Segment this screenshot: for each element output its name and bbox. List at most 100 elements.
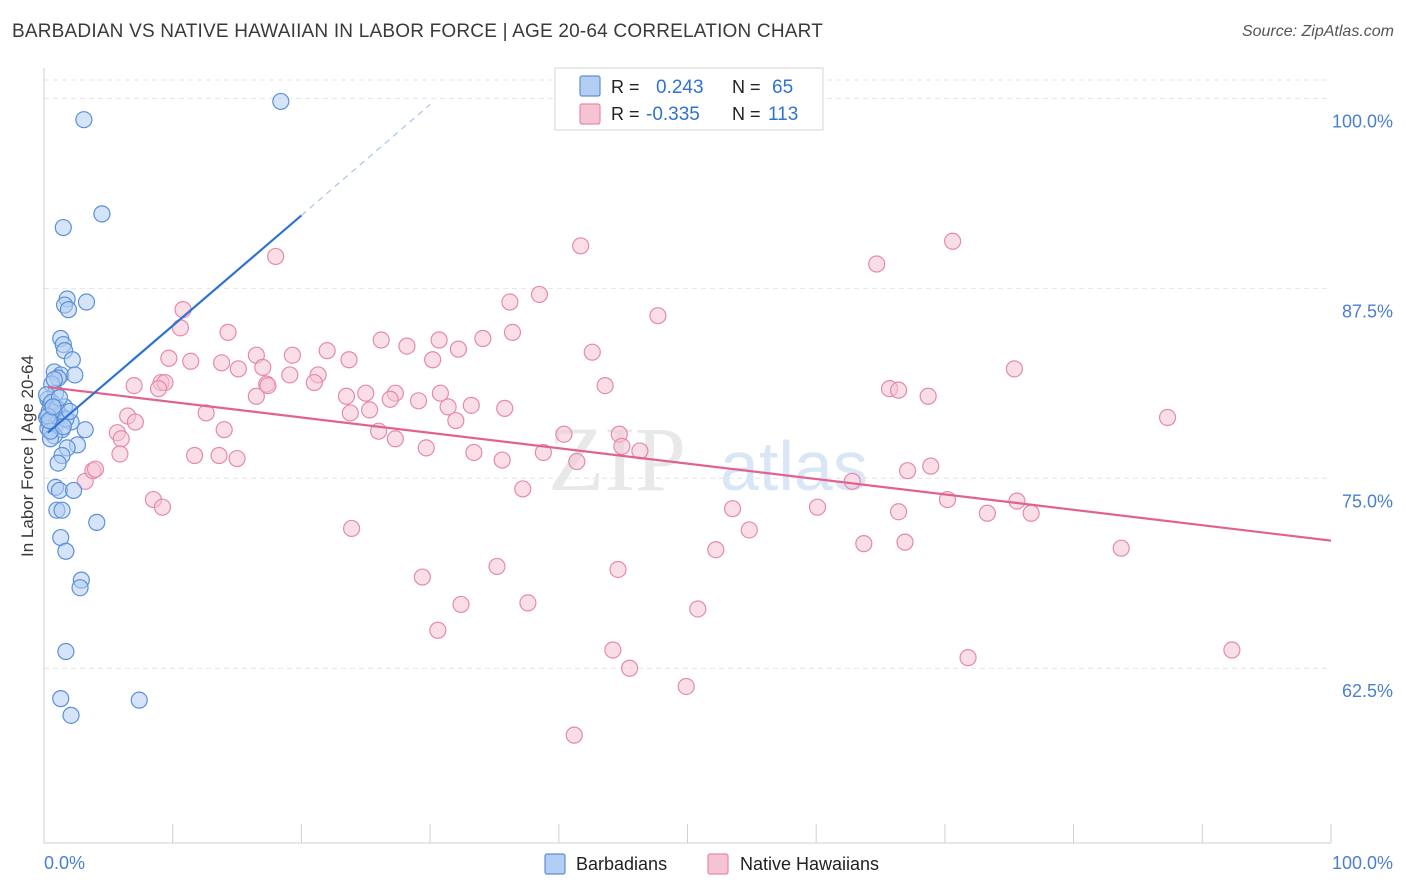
barbadian-point-51 (130, 691, 148, 709)
legend-bottom-swatch-barbadians[interactable] (544, 853, 566, 875)
native-hawaiian-point-53 (496, 399, 514, 417)
series-legend: Barbadians Native Hawaiians (544, 853, 879, 875)
legend-bottom-swatch-native-hawaiians[interactable] (707, 853, 729, 875)
native-hawaiian-point-34 (596, 376, 614, 395)
native-hawaiian-point-32 (1005, 360, 1023, 378)
correlation-legend: R = 0.243 N = 65 R = -0.335 N = 113 (554, 67, 824, 131)
native-hawaiian-point-107 (1223, 641, 1241, 659)
native-hawaiian-point-11 (398, 337, 416, 355)
native-hawaiian-point-5 (501, 293, 519, 311)
legend-bottom-label-barbadians[interactable]: Barbadians (576, 854, 667, 874)
native-hawaiian-point-16 (583, 343, 601, 361)
native-hawaiian-point-14 (503, 323, 522, 342)
legend-n-value-barbadians: 65 (772, 77, 793, 98)
barbadian-point-7 (77, 293, 96, 311)
native-hawaiian-point-106 (959, 649, 977, 667)
native-hawaiian-point-62 (112, 430, 130, 448)
native-hawaiian-point-13 (449, 340, 468, 358)
native-hawaiian-point-78 (86, 460, 105, 478)
watermark: ZIP atlas (548, 408, 868, 510)
native-hawaiian-point-2 (868, 255, 886, 273)
native-hawaiian-point-22 (340, 351, 358, 369)
native-hawaiian-point-50 (361, 401, 379, 419)
native-hawaiian-point-26 (254, 358, 272, 376)
barbadian-point-43 (53, 501, 71, 519)
native-hawaiian-point-79 (843, 472, 861, 490)
native-hawaiian-point-66 (210, 446, 228, 465)
legend-bottom-label-native-hawaiians[interactable]: Native Hawaiians (740, 854, 879, 874)
native-hawaiian-point-82 (514, 480, 532, 498)
x-ticks (43, 824, 1332, 843)
barbadian-point-64 (44, 398, 62, 416)
native-hawaiian-point-95 (896, 533, 914, 551)
native-hawaiian-point-102 (452, 595, 470, 614)
barbadian-point-41 (65, 481, 83, 500)
native-hawaiian-point-37 (337, 387, 356, 405)
native-hawaiian-point-27 (281, 366, 299, 384)
native-hawaiian-point-6 (174, 301, 192, 319)
native-hawaiian-point-1 (572, 237, 590, 255)
y-tick-label-62-5: 62.5% (1342, 681, 1393, 701)
native-hawaiian-point-63 (1158, 408, 1177, 427)
native-hawaiian-point-43 (259, 376, 277, 395)
native-hawaiian-point-89 (889, 503, 908, 521)
native-hawaiian-point-81 (922, 457, 940, 475)
legend-swatch-barbadians (579, 75, 601, 97)
native-hawaiian-point-96 (707, 541, 725, 559)
native-hawaiian-point-45 (889, 381, 908, 399)
native-hawaiian-point-100 (413, 568, 431, 586)
legend-r-value-barbadians: 0.243 (656, 77, 704, 98)
native-hawaiian-point-55 (126, 413, 144, 431)
native-hawaiian-point-9 (219, 323, 237, 342)
native-hawaiian-point-92 (342, 519, 361, 538)
trend-lines (47, 104, 1332, 542)
native-hawaiian-point-4 (530, 285, 549, 304)
native-hawaiian-point-49 (341, 404, 359, 422)
native-hawaiian-point-109 (677, 677, 695, 696)
native-hawaiian-point-91 (1022, 504, 1040, 522)
native-hawaiian-point-80 (898, 462, 917, 480)
native-hawaiian-point-108 (620, 659, 639, 677)
native-hawaiian-point-25 (182, 352, 200, 370)
native-hawaiian-point-64 (111, 445, 129, 463)
barbadian-point-2 (93, 205, 111, 223)
native-hawaiian-point-51 (439, 398, 457, 416)
native-hawaiian-point-24 (424, 351, 442, 369)
native-hawaiian-point-35 (125, 376, 143, 395)
native-hawaiian-point-23 (229, 360, 247, 378)
legend-n-value-native-hawaiians: 113 (768, 104, 798, 125)
x-tick-label-max: 100.0% (1332, 853, 1393, 873)
legend-swatch-native-hawaiians (579, 103, 601, 125)
native-hawaiian-point-52 (462, 396, 480, 414)
y-tick-label-75: 75.0% (1342, 491, 1393, 511)
y-axis-label: In Labor Force | Age 20-64 (18, 355, 37, 557)
native-hawaiian-point-110 (565, 726, 583, 744)
barbadian-point-3 (54, 218, 72, 237)
native-hawaiian-point-0 (267, 247, 285, 266)
native-hawaiian-point-10 (372, 331, 390, 349)
native-hawaiian-point-71 (493, 451, 511, 469)
native-hawaiian-point-59 (555, 425, 573, 443)
native-hawaiian-point-41 (409, 392, 428, 410)
barbadian-point-6 (59, 301, 78, 319)
native-hawaiian-point-88 (1008, 492, 1026, 510)
native-hawaiian-point-29 (305, 373, 323, 392)
native-hawaiian-point-68 (386, 430, 404, 448)
native-hawaiian-point-67 (228, 449, 246, 468)
native-hawaiian-point-7 (649, 307, 667, 325)
native-hawaiian-point-99 (609, 560, 627, 579)
legend-r-value-native-hawaiians: -0.335 (646, 104, 700, 125)
barbadian-point-46 (57, 542, 75, 560)
barbadian-point-50 (52, 690, 70, 708)
barbadian-point-44 (88, 513, 106, 531)
native-hawaiian-point-73 (568, 452, 586, 471)
native-hawaiian-point-70 (465, 443, 483, 462)
y-tick-label-87-5: 87.5% (1342, 301, 1393, 321)
barbadian-point-63 (54, 418, 72, 436)
native-hawaiian-point-85 (723, 500, 742, 518)
native-hawaiian-point-84 (153, 498, 172, 516)
native-hawaiian-point-46 (919, 387, 937, 405)
native-hawaiian-point-69 (417, 439, 435, 457)
y-tick-label-100: 100.0% (1332, 111, 1393, 131)
native-hawaiian-point-101 (689, 600, 707, 618)
